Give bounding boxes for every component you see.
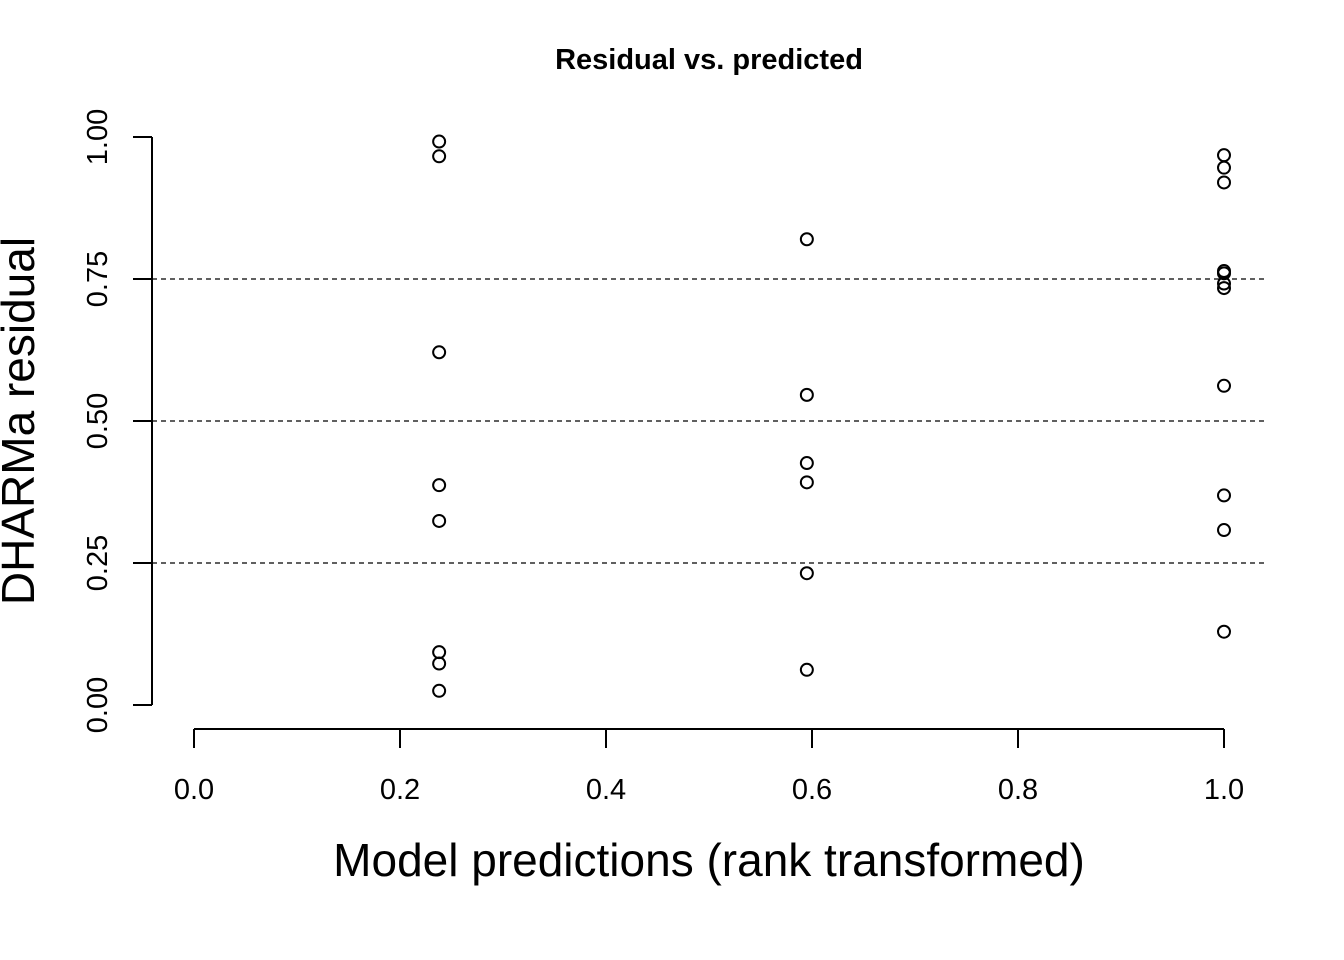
data-point-4 [432,513,447,528]
data-point-23 [1217,523,1231,538]
y-tick-label-4: 1.00 [82,109,114,165]
x-tick-label-1: 0.2 [380,774,420,806]
x-tick-label-5: 1.0 [1204,774,1244,806]
y-axis-ticks: 0.00 0.25 0.50 0.75 1.00 [82,109,152,733]
data-point-10 [799,456,814,471]
reference-lines [152,278,1266,564]
x-tick-label-3: 0.6 [792,774,832,806]
y-tick-label-2: 0.50 [82,393,114,449]
data-point-6 [432,656,447,671]
y-axis-label: DHARMa residual [0,237,44,605]
data-point-19 [1217,276,1231,291]
data-point-3 [432,478,447,493]
y-tick-label-3: 0.75 [82,251,114,307]
data-point-9 [799,387,814,402]
data-point-2 [432,345,447,360]
x-tick-label-4: 0.8 [998,774,1038,806]
data-point-11 [799,475,814,490]
data-point-22 [1217,488,1231,503]
data-point-14 [1217,148,1231,163]
data-point-0 [432,134,447,149]
data-point-18 [1217,266,1231,281]
data-point-13 [799,662,814,677]
x-tick-label-2: 0.4 [586,774,626,806]
data-point-1 [432,149,447,164]
data-point-15 [1217,160,1231,175]
data-point-7 [432,683,447,698]
chart-title: Residual vs. predicted [555,44,863,76]
data-point-16 [1217,175,1231,190]
y-tick-label-1: 0.25 [82,535,114,591]
data-point-24 [1217,624,1231,639]
data-points [432,134,1231,698]
x-tick-label-0: 0.0 [174,774,214,806]
data-point-21 [1217,378,1231,393]
data-point-20 [1217,281,1231,296]
x-axis-label: Model predictions (rank transformed) [333,834,1085,886]
data-point-5 [432,645,447,660]
data-point-12 [799,566,814,581]
x-axis-ticks: 0.0 0.2 0.4 0.6 0.8 1.0 [174,729,1244,806]
y-tick-label-0: 0.00 [82,677,114,733]
data-point-8 [799,232,814,247]
